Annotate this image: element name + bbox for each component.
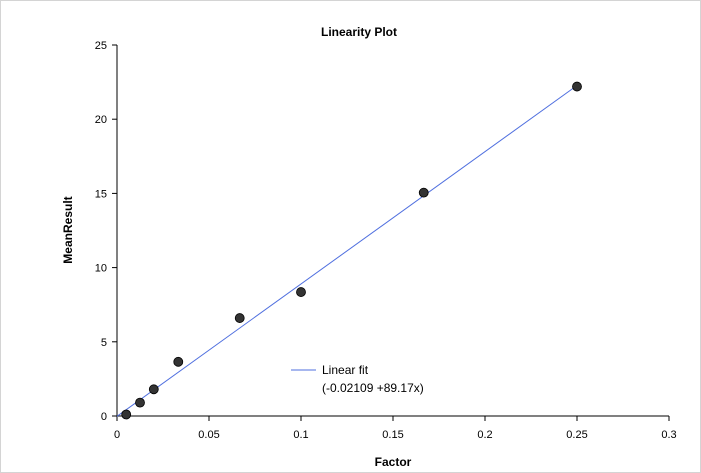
y-ticks: 0 5 10 15 20 25 bbox=[95, 40, 117, 423]
x-tick-label: 0.25 bbox=[566, 429, 587, 441]
x-tick-label: 0.15 bbox=[382, 429, 403, 441]
x-tick-label: 0.2 bbox=[477, 429, 492, 441]
legend-label: Linear fit bbox=[322, 363, 369, 377]
data-point bbox=[121, 409, 132, 420]
y-tick-label: 20 bbox=[95, 114, 107, 126]
axes bbox=[116, 45, 669, 417]
x-tick-label: 0 bbox=[114, 429, 120, 441]
x-tick-label: 0.3 bbox=[661, 429, 676, 441]
y-tick-label: 25 bbox=[95, 40, 107, 52]
data-point bbox=[418, 187, 429, 198]
y-axis-title: MeanResult bbox=[61, 196, 75, 263]
x-ticks: 0 0.05 0.1 0.15 0.2 0.25 0.3 bbox=[114, 416, 677, 441]
data-point bbox=[572, 81, 582, 92]
data-point bbox=[135, 397, 145, 408]
x-tick-label: 0.1 bbox=[293, 429, 308, 441]
legend: Linear fit (-0.02109 +89.17x) bbox=[291, 363, 424, 395]
data-point bbox=[234, 313, 245, 323]
chart-title: Linearity Plot bbox=[321, 25, 397, 39]
fit-line-group bbox=[116, 85, 578, 417]
data-point bbox=[296, 287, 306, 297]
data-point bbox=[173, 356, 184, 367]
data-points bbox=[121, 81, 582, 420]
y-tick-label: 10 bbox=[95, 263, 107, 275]
linear-fit-line bbox=[116, 85, 578, 417]
legend-equation: (-0.02109 +89.17x) bbox=[322, 381, 424, 395]
y-tick-label: 0 bbox=[101, 411, 107, 423]
data-point bbox=[148, 384, 159, 395]
x-axis-title: Factor bbox=[375, 455, 412, 469]
x-tick-label: 0.05 bbox=[198, 429, 219, 441]
y-tick-label: 5 bbox=[101, 337, 107, 349]
y-tick-label: 15 bbox=[95, 188, 107, 200]
